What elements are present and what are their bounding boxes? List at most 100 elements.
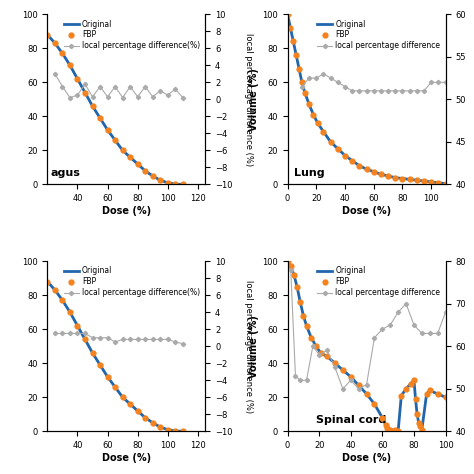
local percentage difference xyxy=(288,267,293,273)
FBP xyxy=(443,394,448,400)
local percentage difference(%) xyxy=(120,337,126,342)
Original xyxy=(349,158,355,164)
Line: FBP: FBP xyxy=(45,279,185,434)
Original xyxy=(416,420,421,426)
FBP xyxy=(285,258,291,264)
FBP xyxy=(335,146,341,152)
Legend: Original, FBP, local percentage difference(%): Original, FBP, local percentage differen… xyxy=(62,265,201,299)
Original xyxy=(291,272,297,278)
FBP xyxy=(424,391,429,397)
FBP xyxy=(157,424,163,430)
FBP xyxy=(82,90,88,95)
Original xyxy=(372,401,377,407)
Original xyxy=(82,90,88,95)
local percentage difference xyxy=(419,330,425,336)
local percentage difference xyxy=(378,88,384,94)
FBP xyxy=(97,115,103,121)
local percentage difference(%) xyxy=(135,337,140,342)
Original xyxy=(348,374,354,380)
local percentage difference xyxy=(372,335,377,340)
Line: Original: Original xyxy=(288,261,446,431)
local percentage difference(%) xyxy=(112,339,118,345)
Original xyxy=(301,313,306,319)
local percentage difference xyxy=(306,75,312,81)
Original xyxy=(285,258,291,264)
Legend: Original, FBP, local percentage difference(%): Original, FBP, local percentage differen… xyxy=(62,18,201,52)
Y-axis label: Volume (%): Volume (%) xyxy=(249,315,259,378)
FBP xyxy=(74,323,80,328)
Original xyxy=(128,155,133,160)
FBP xyxy=(293,52,299,58)
local percentage difference(%) xyxy=(74,330,80,336)
Original xyxy=(90,103,95,109)
local percentage difference xyxy=(292,373,298,379)
local percentage difference xyxy=(297,377,303,383)
local percentage difference(%) xyxy=(173,339,178,345)
FBP xyxy=(52,40,58,46)
FBP xyxy=(150,420,155,426)
Original xyxy=(128,401,133,407)
FBP xyxy=(332,360,338,366)
FBP xyxy=(74,76,80,82)
Legend: Original, FBP, local percentage difference: Original, FBP, local percentage differen… xyxy=(315,18,442,52)
local percentage difference(%) xyxy=(128,84,133,90)
Original xyxy=(60,51,65,56)
local percentage difference xyxy=(435,330,440,336)
FBP xyxy=(67,310,73,315)
local percentage difference xyxy=(403,301,409,307)
X-axis label: Dose (%): Dose (%) xyxy=(342,206,391,216)
Original xyxy=(288,264,293,269)
Original xyxy=(45,32,50,37)
Original xyxy=(340,367,346,373)
Original xyxy=(74,76,80,82)
FBP xyxy=(356,383,362,388)
Original xyxy=(413,396,419,402)
local percentage difference xyxy=(443,310,448,315)
Line: local percentage difference: local percentage difference xyxy=(289,268,447,390)
Text: agus: agus xyxy=(51,168,81,178)
Original xyxy=(120,394,126,400)
local percentage difference xyxy=(400,88,405,94)
Original xyxy=(157,424,163,430)
local percentage difference(%) xyxy=(82,330,88,336)
local percentage difference xyxy=(436,80,441,85)
Original xyxy=(310,112,316,118)
FBP xyxy=(315,120,320,126)
Original xyxy=(421,178,427,184)
local percentage difference xyxy=(342,84,348,90)
Original xyxy=(414,411,420,417)
FBP xyxy=(45,32,50,37)
FBP xyxy=(297,299,303,305)
Line: Original: Original xyxy=(47,35,183,184)
Original xyxy=(443,394,448,400)
X-axis label: Dose (%): Dose (%) xyxy=(342,453,391,463)
Original xyxy=(60,297,65,303)
FBP xyxy=(428,179,434,185)
Line: local percentage difference(%): local percentage difference(%) xyxy=(54,72,184,99)
local percentage difference xyxy=(392,88,398,94)
Line: FBP: FBP xyxy=(285,259,448,433)
FBP xyxy=(60,51,65,56)
Original xyxy=(403,386,409,392)
Original xyxy=(414,177,419,183)
Original xyxy=(74,323,80,328)
Original xyxy=(395,428,401,434)
FBP xyxy=(135,161,140,167)
FBP xyxy=(288,264,293,269)
local percentage difference xyxy=(356,88,362,94)
FBP xyxy=(421,178,427,184)
FBP xyxy=(416,420,421,426)
Original xyxy=(392,175,398,181)
local percentage difference xyxy=(340,386,346,392)
local percentage difference xyxy=(349,88,355,94)
local percentage difference(%) xyxy=(157,88,163,94)
Original xyxy=(315,120,320,126)
Original xyxy=(424,391,429,397)
Original xyxy=(436,180,441,186)
FBP xyxy=(294,284,300,290)
local percentage difference(%) xyxy=(112,84,118,90)
local percentage difference(%) xyxy=(82,81,88,87)
local percentage difference xyxy=(299,84,305,90)
FBP xyxy=(403,386,409,392)
Original xyxy=(165,180,171,186)
